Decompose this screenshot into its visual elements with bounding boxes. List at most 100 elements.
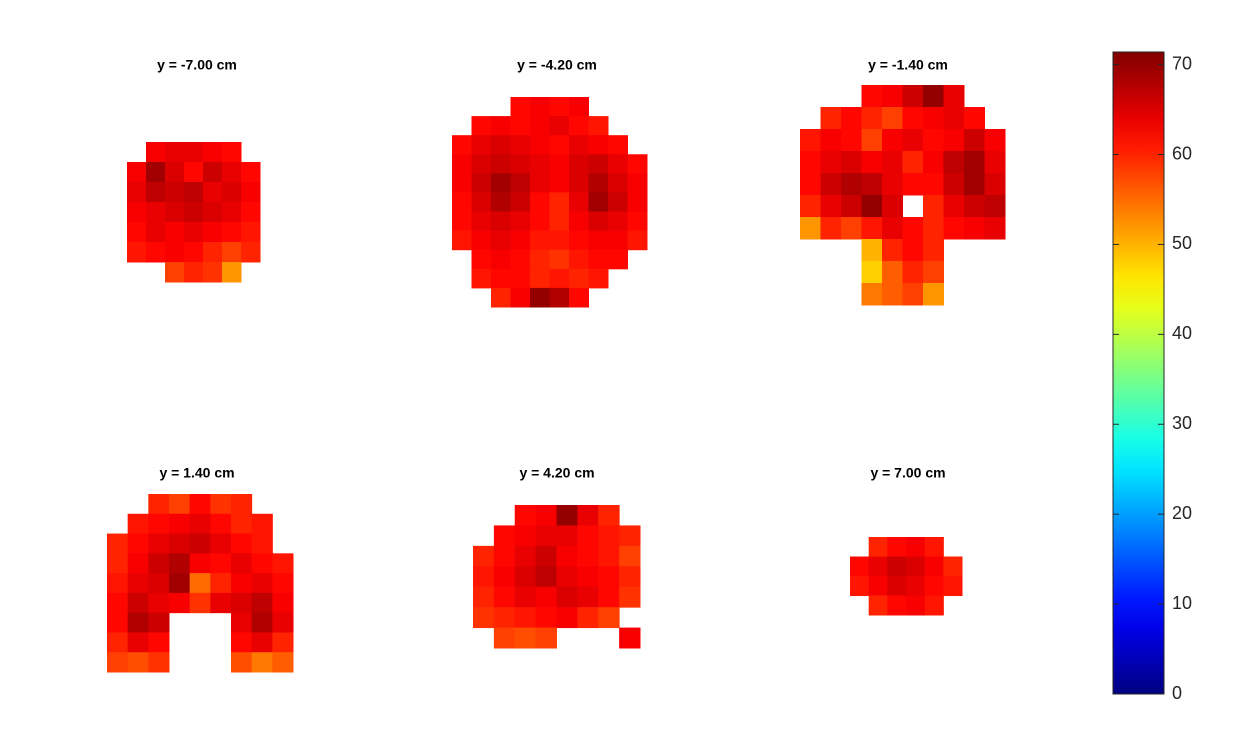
voxel: [608, 135, 628, 155]
voxel: [535, 627, 557, 649]
voxel: [146, 222, 166, 243]
voxel: [627, 211, 648, 232]
voxel: [530, 249, 550, 270]
voxel: [902, 261, 924, 284]
voxel: [514, 525, 537, 547]
voxel: [127, 632, 149, 653]
voxel: [569, 116, 589, 136]
voxel: [146, 242, 166, 263]
voxel: [569, 154, 589, 174]
voxel: [471, 268, 492, 289]
voxel: [107, 632, 129, 653]
voxel: [588, 230, 609, 251]
voxel: [272, 632, 294, 653]
voxel: [887, 576, 907, 596]
voxel: [231, 652, 253, 673]
voxel: [800, 129, 821, 152]
voxel: [943, 151, 965, 174]
voxel: [169, 553, 191, 574]
voxel: [203, 162, 223, 183]
voxel: [169, 513, 191, 535]
voxel: [902, 151, 924, 174]
voxel: [861, 239, 883, 262]
voxel: [493, 586, 516, 608]
voxel: [902, 173, 924, 196]
slice: [107, 494, 294, 673]
voxel: [549, 173, 570, 193]
voxel: [203, 262, 223, 283]
voxel: [148, 513, 170, 535]
voxel: [906, 576, 926, 596]
voxel: [127, 592, 149, 614]
voxel: [107, 652, 129, 673]
voxel: [127, 612, 149, 633]
voxel: [923, 85, 944, 108]
voxel: [530, 268, 550, 289]
panel-title: y = -1.40 cm: [868, 57, 948, 73]
voxel: [510, 268, 531, 289]
voxel: [231, 513, 253, 535]
voxel: [556, 505, 578, 526]
voxel: [627, 192, 648, 213]
voxel: [924, 537, 944, 557]
voxel: [165, 222, 185, 243]
voxel: [588, 211, 609, 232]
voxel: [148, 573, 170, 594]
voxel: [619, 627, 641, 649]
voxel: [514, 607, 537, 629]
voxel: [619, 545, 641, 567]
voxel: [924, 595, 944, 616]
voxel: [868, 556, 888, 577]
voxel: [556, 545, 578, 567]
voxel: [964, 173, 985, 196]
voxel: [471, 116, 492, 136]
voxel: [902, 107, 924, 130]
voxel: [964, 107, 985, 130]
voxel: [556, 566, 578, 588]
voxel: [943, 129, 965, 152]
voxel: [165, 262, 185, 283]
panel-title: y = -7.00 cm: [157, 57, 237, 73]
voxel: [514, 566, 537, 588]
voxel: [471, 230, 492, 251]
voxel: [510, 97, 531, 117]
voxel: [127, 202, 147, 223]
voxel: [820, 151, 842, 174]
voxel: [510, 287, 531, 308]
colorbar-tick-label: 50: [1172, 233, 1192, 253]
voxel: [923, 173, 944, 196]
panel-title: y = 4.20 cm: [519, 465, 594, 481]
voxel: [231, 533, 253, 554]
voxel: [231, 632, 253, 653]
voxel: [452, 211, 472, 232]
voxel: [619, 586, 641, 608]
voxel: [210, 513, 232, 535]
voxel: [943, 107, 965, 130]
voxel: [577, 545, 599, 567]
voxel: [861, 107, 883, 130]
voxel: [923, 217, 944, 240]
voxel: [272, 612, 294, 633]
voxel: [107, 573, 129, 594]
voxel: [588, 116, 609, 136]
voxel: [549, 192, 570, 213]
voxel: [530, 116, 550, 136]
voxel: [203, 142, 223, 163]
voxel: [251, 592, 273, 614]
voxel: [251, 533, 273, 554]
voxel: [535, 586, 557, 608]
voxel: [530, 287, 550, 308]
voxel: [841, 107, 862, 130]
voxel: [924, 576, 944, 596]
voxel: [210, 553, 232, 574]
voxel: [473, 586, 495, 608]
voxel: [471, 211, 492, 232]
voxel: [577, 525, 599, 547]
voxel: [473, 607, 495, 629]
voxel: [203, 202, 223, 223]
voxel: [251, 632, 273, 653]
voxel: [272, 573, 294, 594]
voxel: [251, 612, 273, 633]
voxel: [107, 612, 129, 633]
colorbar-tick-label: 10: [1172, 593, 1192, 613]
